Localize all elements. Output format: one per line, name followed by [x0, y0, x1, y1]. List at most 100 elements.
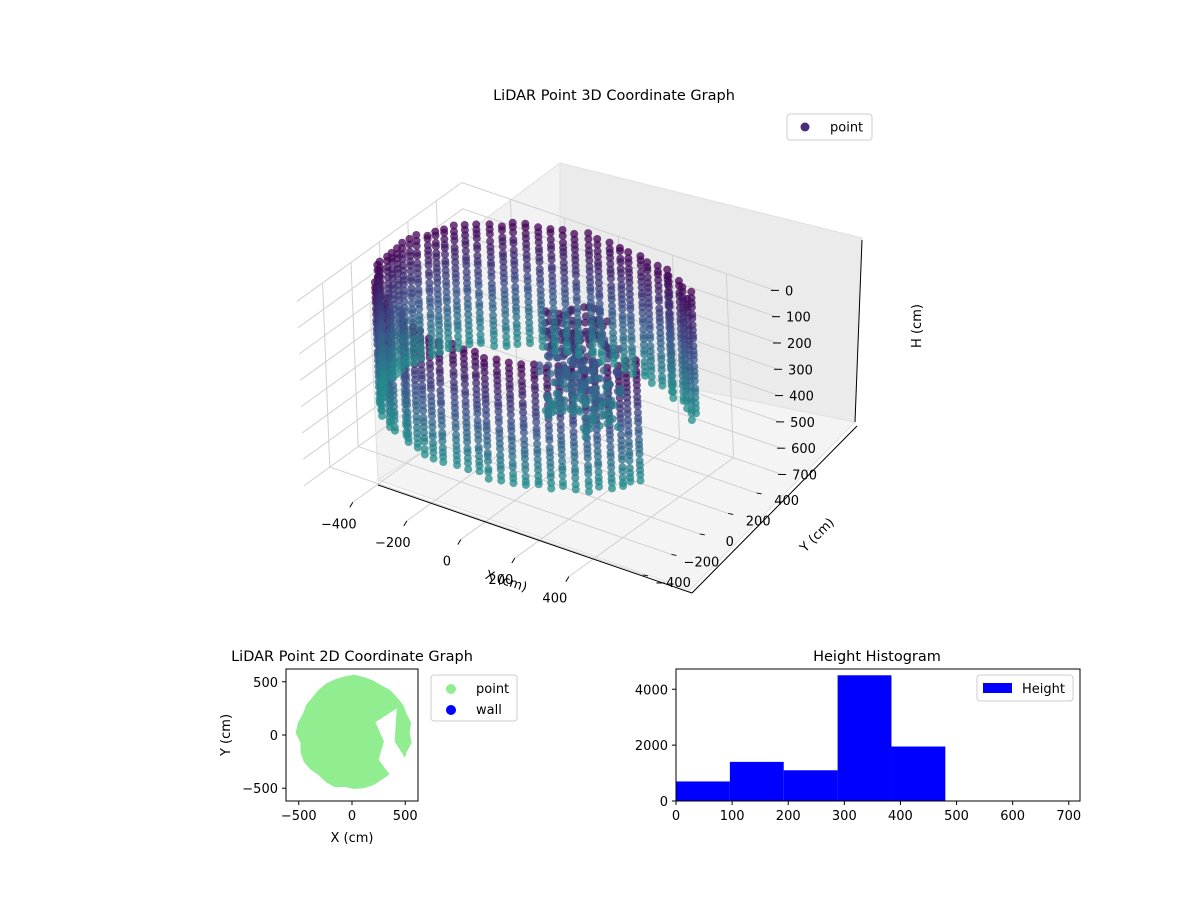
- point-3d: [471, 372, 480, 381]
- point-3d: [512, 312, 521, 321]
- x-tick-label-3d: −400: [321, 517, 357, 532]
- point-3d: [534, 466, 543, 474]
- point-3d: [597, 350, 606, 359]
- point-3d: [532, 418, 541, 426]
- point-3d: [639, 318, 647, 327]
- point-3d: [440, 244, 449, 252]
- point-3d: [594, 279, 603, 287]
- point-3d: [593, 252, 602, 261]
- point-3d: [656, 323, 665, 332]
- point-3d: [643, 273, 652, 282]
- point-3d: [406, 267, 415, 276]
- point-3d: [406, 251, 415, 260]
- point-3d: [402, 339, 411, 348]
- point-3d: [408, 318, 417, 327]
- point-3d: [485, 230, 494, 239]
- legend-2d-marker-point: [446, 684, 456, 694]
- point-3d: [535, 361, 544, 370]
- point-3d: [498, 242, 507, 251]
- point-3d: [610, 359, 619, 368]
- point-3d: [487, 272, 496, 281]
- point-3d: [426, 364, 435, 373]
- point-3d: [665, 323, 674, 332]
- point-3d: [451, 258, 460, 267]
- point-3d: [509, 239, 518, 248]
- point-3d: [521, 480, 530, 489]
- plot-frame-histogram: [675, 668, 1081, 802]
- point-3d: [463, 448, 472, 457]
- point-3d: [490, 342, 499, 350]
- y-ticks-2d: −500 0 500: [242, 676, 286, 797]
- point-3d: [607, 463, 616, 472]
- point-3d: [627, 320, 635, 329]
- point-3d: [476, 318, 484, 327]
- point-3d: [518, 391, 527, 400]
- point-3d: [664, 292, 673, 301]
- point-3d: [435, 368, 444, 377]
- point-3d: [401, 400, 410, 409]
- point-3d: [449, 221, 458, 230]
- point-3d: [463, 287, 472, 296]
- point-3d: [463, 294, 472, 303]
- point-3d: [402, 431, 411, 440]
- point-3d: [507, 436, 516, 445]
- histogram-bar: [837, 675, 892, 801]
- point-3d: [562, 320, 571, 329]
- point-3d: [610, 353, 618, 362]
- point-3d: [521, 465, 530, 474]
- point-3d: [417, 375, 426, 383]
- point-3d: [597, 340, 606, 349]
- point-3d: [628, 370, 637, 378]
- point-3d: [496, 465, 505, 474]
- histogram-bar: [676, 781, 730, 801]
- legend-histogram-label: Height: [1022, 682, 1065, 697]
- point-3d: [486, 237, 495, 246]
- x-tick-mark-3d: [349, 501, 354, 508]
- point-3d: [677, 345, 686, 354]
- point-3d: [583, 454, 592, 463]
- point-3d: [408, 308, 417, 317]
- y-tick-label-3d: −400: [655, 576, 691, 591]
- point-3d: [414, 289, 423, 298]
- point-3d: [677, 339, 686, 348]
- point-3d: [452, 435, 461, 444]
- y-tick-label-2d: 0: [270, 729, 278, 744]
- point-3d: [450, 236, 459, 245]
- x-tick-label-3d: 400: [542, 592, 567, 607]
- point-3d: [632, 381, 641, 390]
- point-3d: [653, 261, 662, 270]
- point-3d: [531, 385, 539, 394]
- point-3d: [428, 432, 437, 441]
- point-3d: [639, 325, 648, 334]
- point-3d: [552, 389, 561, 398]
- point-3d: [420, 450, 429, 459]
- point-3d: [519, 428, 528, 437]
- point-3d: [378, 324, 387, 333]
- point-3d: [602, 388, 611, 397]
- point-3d: [453, 311, 462, 320]
- point-3d: [553, 368, 562, 377]
- point-3d: [559, 380, 568, 388]
- x-tick-label-histogram: 0: [672, 809, 680, 824]
- y-tick-mark-3d: [671, 553, 677, 556]
- point-3d: [534, 238, 543, 247]
- point-3d: [588, 404, 597, 413]
- point-3d: [602, 382, 610, 391]
- point-3d: [535, 257, 544, 266]
- point-3d: [407, 277, 416, 286]
- point-3d: [627, 326, 636, 335]
- point-3d: [558, 466, 567, 474]
- point-3d: [509, 228, 518, 237]
- point-3d: [462, 268, 471, 277]
- histogram-bar: [729, 761, 784, 801]
- point-3d: [569, 420, 578, 429]
- legend-3d-label: point: [830, 121, 863, 136]
- point-3d: [473, 409, 482, 418]
- legend-3d-box: [786, 113, 873, 141]
- point-3d: [580, 303, 588, 312]
- point-3d: [546, 473, 555, 482]
- point-3d: [563, 347, 572, 356]
- point-3d: [639, 334, 648, 343]
- point-3d: [683, 404, 692, 413]
- point-3d: [606, 442, 615, 451]
